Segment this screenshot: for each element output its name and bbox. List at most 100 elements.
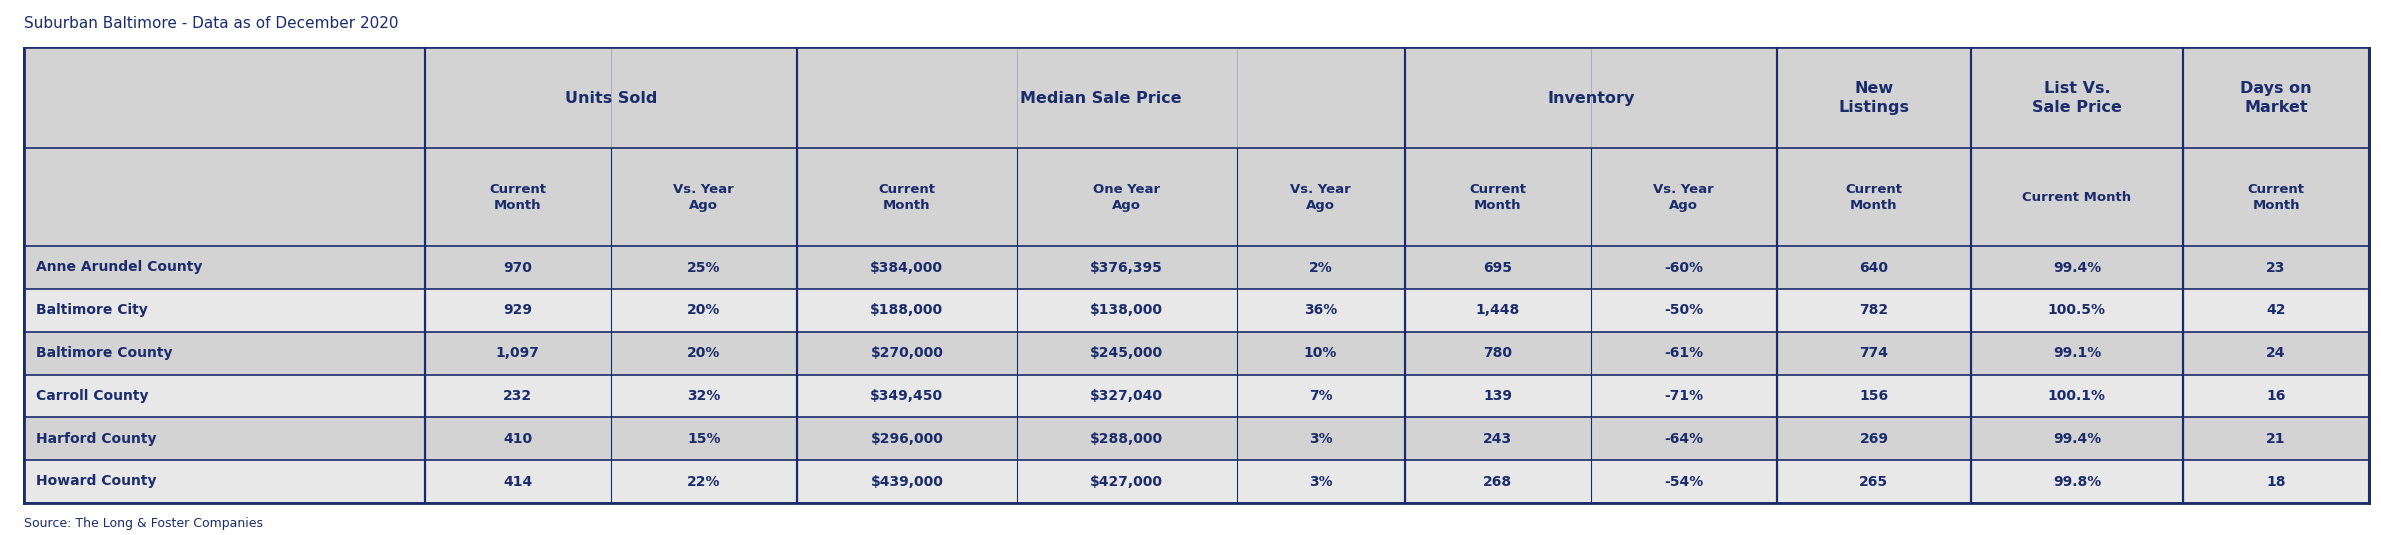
- Text: Suburban Baltimore - Data as of December 2020: Suburban Baltimore - Data as of December…: [24, 16, 398, 31]
- Bar: [1405, 332, 1591, 374]
- Text: Units Sold: Units Sold: [564, 90, 657, 106]
- Text: Baltimore County: Baltimore County: [36, 346, 171, 360]
- Bar: [424, 148, 612, 246]
- Bar: [1236, 289, 1405, 332]
- Bar: [24, 246, 424, 289]
- Text: 410: 410: [502, 432, 533, 446]
- Bar: [1017, 374, 1236, 417]
- Bar: [1591, 289, 1776, 332]
- Bar: [1405, 289, 1591, 332]
- Text: 780: 780: [1483, 346, 1512, 360]
- Text: 99.4%: 99.4%: [2052, 261, 2100, 274]
- Text: 21: 21: [2267, 432, 2286, 446]
- Bar: [424, 460, 612, 503]
- Text: 774: 774: [1860, 346, 1888, 360]
- Bar: [1591, 148, 1776, 246]
- Bar: [612, 148, 798, 246]
- Text: 10%: 10%: [1305, 346, 1338, 360]
- Bar: [1971, 417, 2183, 460]
- Bar: [612, 417, 798, 460]
- Bar: [1776, 460, 1971, 503]
- Bar: [2183, 332, 2369, 374]
- Bar: [2183, 48, 2369, 148]
- Text: 20%: 20%: [688, 346, 721, 360]
- Bar: [24, 48, 2369, 503]
- Text: 7%: 7%: [1310, 389, 1333, 403]
- Text: $245,000: $245,000: [1090, 346, 1164, 360]
- Bar: [1017, 148, 1236, 246]
- Bar: [612, 460, 798, 503]
- Text: $288,000: $288,000: [1090, 432, 1164, 446]
- Bar: [24, 374, 424, 417]
- Text: List Vs.
Sale Price: List Vs. Sale Price: [2031, 81, 2121, 115]
- Bar: [1776, 374, 1971, 417]
- Text: Current
Month: Current Month: [488, 182, 545, 212]
- Bar: [798, 148, 1017, 246]
- Bar: [1776, 332, 1971, 374]
- Text: 232: 232: [502, 389, 533, 403]
- Bar: [1971, 48, 2183, 148]
- Text: -64%: -64%: [1664, 432, 1702, 446]
- Bar: [612, 374, 798, 417]
- Text: 268: 268: [1483, 475, 1512, 488]
- Text: -71%: -71%: [1664, 389, 1702, 403]
- Text: 23: 23: [2267, 261, 2286, 274]
- Bar: [1776, 148, 1971, 246]
- Text: Carroll County: Carroll County: [36, 389, 148, 403]
- Bar: [612, 332, 798, 374]
- Text: 32%: 32%: [688, 389, 721, 403]
- Bar: [2183, 417, 2369, 460]
- Bar: [1236, 374, 1405, 417]
- Text: 22%: 22%: [688, 475, 721, 488]
- Bar: [1236, 417, 1405, 460]
- Bar: [1591, 246, 1776, 289]
- Bar: [798, 48, 1405, 148]
- Text: One Year
Ago: One Year Ago: [1093, 182, 1160, 212]
- Text: 20%: 20%: [688, 303, 721, 317]
- Bar: [612, 289, 798, 332]
- Bar: [424, 246, 612, 289]
- Bar: [424, 289, 612, 332]
- Bar: [798, 374, 1017, 417]
- Text: Harford County: Harford County: [36, 432, 157, 446]
- Text: Inventory: Inventory: [1548, 90, 1633, 106]
- Bar: [1971, 374, 2183, 417]
- Bar: [1971, 289, 2183, 332]
- Bar: [1971, 246, 2183, 289]
- Bar: [1017, 332, 1236, 374]
- Bar: [1017, 289, 1236, 332]
- Bar: [1405, 417, 1591, 460]
- Text: $349,450: $349,450: [871, 389, 943, 403]
- Bar: [24, 48, 424, 148]
- Bar: [1776, 417, 1971, 460]
- Text: 695: 695: [1483, 261, 1512, 274]
- Bar: [424, 332, 612, 374]
- Text: 100.1%: 100.1%: [2048, 389, 2105, 403]
- Text: 970: 970: [502, 261, 531, 274]
- Bar: [1017, 460, 1236, 503]
- Text: Vs. Year
Ago: Vs. Year Ago: [674, 182, 733, 212]
- Text: 18: 18: [2267, 475, 2286, 488]
- Text: 782: 782: [1860, 303, 1888, 317]
- Text: Median Sale Price: Median Sale Price: [1019, 90, 1181, 106]
- Bar: [424, 374, 612, 417]
- Text: 100.5%: 100.5%: [2048, 303, 2105, 317]
- Bar: [1405, 460, 1591, 503]
- Text: Current
Month: Current Month: [1845, 182, 1902, 212]
- Text: 2%: 2%: [1310, 261, 1333, 274]
- Bar: [2183, 246, 2369, 289]
- Text: Current
Month: Current Month: [2248, 182, 2305, 212]
- Bar: [2183, 289, 2369, 332]
- Text: 36%: 36%: [1305, 303, 1338, 317]
- Text: Baltimore City: Baltimore City: [36, 303, 148, 317]
- Text: 16: 16: [2267, 389, 2286, 403]
- Text: 25%: 25%: [688, 261, 721, 274]
- Bar: [1776, 246, 1971, 289]
- Text: 15%: 15%: [688, 432, 721, 446]
- Bar: [798, 289, 1017, 332]
- Text: 1,097: 1,097: [495, 346, 540, 360]
- Bar: [24, 417, 424, 460]
- Text: $384,000: $384,000: [871, 261, 943, 274]
- Text: $296,000: $296,000: [871, 432, 943, 446]
- Text: New
Listings: New Listings: [1838, 81, 1910, 115]
